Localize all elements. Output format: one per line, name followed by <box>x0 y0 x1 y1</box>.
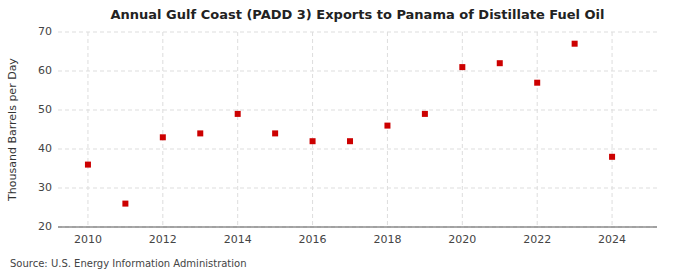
y-grid-line <box>58 71 657 72</box>
y-tick-label: 30 <box>38 181 52 194</box>
y-grid-line <box>58 149 657 150</box>
x-grid-line <box>312 32 313 227</box>
x-tick-label: 2024 <box>598 233 626 246</box>
y-grid-line <box>58 32 657 33</box>
point <box>160 134 166 140</box>
x-grid-line <box>537 32 538 227</box>
x-tick-label: 2016 <box>299 233 327 246</box>
point <box>384 123 390 129</box>
y-grid-line <box>58 188 657 189</box>
point <box>572 41 578 47</box>
x-tick-label: 2020 <box>448 233 476 246</box>
point <box>310 138 316 144</box>
x-axis-line <box>58 227 657 228</box>
y-axis-label: Thousand Barrels per Day <box>6 58 19 202</box>
y-grid-line <box>58 227 657 228</box>
source: Source: U.S. Energy Information Administ… <box>10 258 247 269</box>
point <box>272 130 278 136</box>
point <box>497 60 503 66</box>
x-grid-line <box>87 32 88 227</box>
x-grid-line <box>387 32 388 227</box>
x-tick-label: 2012 <box>149 233 177 246</box>
title: Annual Gulf Coast (PADD 3) Exports to Pa… <box>111 7 605 22</box>
point <box>459 64 465 70</box>
point <box>422 111 428 117</box>
point <box>197 130 203 136</box>
y-tick-label: 50 <box>38 103 52 116</box>
point <box>235 111 241 117</box>
y-tick-label: 40 <box>38 142 52 155</box>
grid <box>58 32 657 227</box>
chart: 20 30 40 50 60 70 2010 2012 2014 2016 2018 2020 2022… <box>0 0 675 275</box>
y-grid-line <box>58 110 657 111</box>
x-tick-label: 2010 <box>74 233 102 246</box>
point <box>609 154 615 160</box>
x-grid-line <box>162 32 163 227</box>
x-grid-line <box>237 32 238 227</box>
point <box>347 138 353 144</box>
x-grid-line <box>462 32 463 227</box>
point <box>85 162 91 168</box>
point <box>534 80 540 86</box>
x-tick-label: 2014 <box>224 233 252 246</box>
y-tick-label: 20 <box>38 220 52 233</box>
points <box>85 41 615 207</box>
y-tick-label: 70 <box>38 25 52 38</box>
point <box>122 201 128 207</box>
x-tick-label: 2018 <box>373 233 401 246</box>
x-grid-line <box>612 32 613 227</box>
x-tick-label: 2022 <box>523 233 551 246</box>
y-tick-label: 60 <box>38 64 52 77</box>
